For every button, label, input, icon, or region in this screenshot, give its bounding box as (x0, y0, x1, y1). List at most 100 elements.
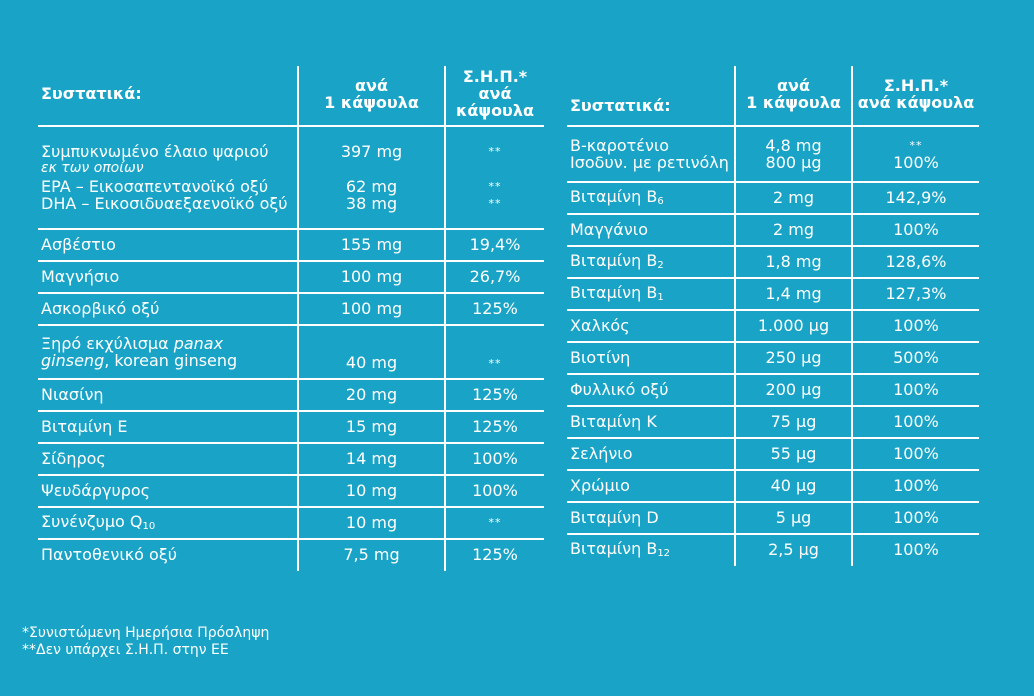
ingredient-amount: 5 μg (734, 501, 852, 534)
ingredient-name: Συνένζυμο Q10 (38, 506, 298, 539)
nutrition-table-right: Συστατικά: ανά 1 κάψουλα Σ.Η.Π.* ανά κάψ… (567, 66, 979, 566)
table-row: Βιταμίνη Β2 1,8 mg 128,6% (567, 245, 979, 278)
header-rda-line2: ανά κάψουλα (456, 84, 534, 120)
ingredient-rda: 100% (851, 309, 979, 342)
ingredient-name: Συμπυκνωμένο έλαιο ψαριού εκ των οποίων … (38, 125, 298, 229)
dha-name: DHA – Εικοσιδυαεξαενοϊκό οξύ (41, 194, 288, 213)
ingredient-rda: 125% (444, 378, 544, 411)
ingredient-rda: 100% (851, 501, 979, 534)
table-row: Ασκορβικό οξύ 100 mg 125% (38, 292, 544, 325)
ingredient-name: Νιασίνη (38, 378, 298, 411)
table-row: Χρώμιο 40 μg 100% (567, 469, 979, 502)
header-per-capsule-line2: 1 κάψουλα (746, 92, 841, 112)
retinol-equiv-name: Ισοδυν. με ρετινόλη (570, 153, 729, 172)
header-ingredients: Συστατικά: (41, 84, 142, 104)
ingredient-name: Σίδηρος (38, 442, 298, 475)
table-row: Μαγγάνιο 2 mg 100% (567, 213, 979, 246)
ingredient-name: Ασκορβικό οξύ (38, 292, 298, 325)
ingredient-name: Ξηρό εκχύλισμα panax ginseng, korean gin… (38, 324, 298, 379)
beta-carotene-rda: ** (909, 138, 923, 152)
table-row: Βιταμίνη Ε 15 mg 125% (38, 410, 544, 443)
table-row: Σελήνιο 55 μg 100% (567, 437, 979, 470)
ingredient-amount: 20 mg (297, 378, 445, 411)
ingredient-name: Παντοθενικό οξύ (38, 538, 298, 571)
ingredient-amount: 1,4 mg (734, 277, 852, 310)
ingredient-name: Βιταμίνη Ε (38, 410, 298, 443)
ingredient-amount: 2 mg (734, 213, 852, 246)
table-row: Βιταμίνη Β12 2,5 μg 100% (567, 533, 979, 566)
header-rda: Σ.Η.Π.* ανά κάψουλα (851, 66, 979, 126)
ingredient-name: Χρώμιο (567, 469, 735, 502)
ingredient-rda: ** (444, 506, 544, 539)
ingredient-name: Βιταμίνη Β2 (567, 245, 735, 278)
header-per-capsule: ανά 1 κάψουλα (734, 66, 852, 126)
ingredient-name: Βιταμίνη Κ (567, 405, 735, 438)
ingredient-rda: 125% (444, 538, 544, 571)
footnote-no-rda: **Δεν υπάρχει Σ.Η.Π. στην ΕΕ (22, 642, 229, 658)
ingredient-amount: 40 mg (297, 324, 445, 379)
ingredient-amount: 55 μg (734, 437, 852, 470)
ingredient-rda: 128,6% (851, 245, 979, 278)
table-row: Φυλλικό οξύ 200 μg 100% (567, 373, 979, 406)
ingredient-rda: 100% (444, 474, 544, 507)
vitamin-b12-subscript: 12 (657, 548, 671, 560)
fish-oil-amount: 397 mg (340, 141, 403, 161)
ingredient-name: Μαγνήσιο (38, 260, 298, 293)
epa-amount: 62 mg (345, 176, 398, 196)
ingredient-rda: 100% (851, 405, 979, 438)
header-per-capsule-line1: ανά (355, 75, 388, 95)
ingredient-amount: 1,8 mg (734, 245, 852, 278)
footnotes: *Συνιστώμενη Ημερήσια Πρόσληψη **Δεν υπά… (22, 625, 269, 659)
header-ingredients: Συστατικά: (570, 96, 671, 116)
table-row: Συνένζυμο Q10 10 mg ** (38, 506, 544, 539)
ginseng-name-a: Ξηρό εκχύλισμα (41, 333, 174, 353)
dha-amount: 38 mg (345, 194, 398, 213)
ingredient-amount: 1.000 μg (734, 309, 852, 342)
ingredient-rda: ** 100% (851, 125, 979, 182)
ingredient-rda: 100% (851, 533, 979, 566)
header-rda-line1: Σ.Η.Π.* (883, 75, 949, 95)
ingredient-amount: 250 μg (734, 341, 852, 374)
table-row: Βιταμίνη Β6 2 mg 142,9% (567, 181, 979, 214)
table-row-ginseng: Ξηρό εκχύλισμα panax ginseng, korean gin… (38, 324, 544, 379)
ingredient-name: Βιταμίνη Β1 (567, 277, 735, 310)
ingredient-rda: 500% (851, 341, 979, 374)
table-row: Νιασίνη 20 mg 125% (38, 378, 544, 411)
ingredient-name: Χαλκός (567, 309, 735, 342)
vitamin-b12-name: Βιταμίνη Β (570, 539, 658, 559)
table-row-fish-oil: Συμπυκνωμένο έλαιο ψαριού εκ των οποίων … (38, 125, 544, 229)
ingredient-rda: 100% (851, 373, 979, 406)
header-rda-line1: Σ.Η.Π.* (462, 67, 528, 87)
nutrition-table-left: Συστατικά: ανά 1 κάψουλα Σ.Η.Π.* ανά κάψ… (38, 66, 544, 571)
table-row: Ασβέστιο 155 mg 19,4% (38, 228, 544, 261)
ingredient-name: Ψευδάργυρος (38, 474, 298, 507)
ingredient-name: Β-καροτένιο Ισοδυν. με ρετινόλη (567, 125, 735, 182)
ingredient-amount: 15 mg (297, 410, 445, 443)
ingredient-rda: 100% (851, 213, 979, 246)
ingredient-name: Μαγγάνιο (567, 213, 735, 246)
fish-oil-sub-label: εκ των οποίων (41, 160, 144, 176)
table-row: Βιοτίνη 250 μg 500% (567, 341, 979, 374)
header-per-capsule-line1: ανά (777, 75, 810, 95)
ingredient-rda: 100% (444, 442, 544, 475)
ingredient-amount: 100 mg (297, 292, 445, 325)
fish-oil-rda: ** (488, 144, 502, 158)
ingredient-amount: 40 μg (734, 469, 852, 502)
ingredient-rda: 142,9% (851, 181, 979, 214)
ingredient-rda: 125% (444, 410, 544, 443)
ginseng-name-b: panax (173, 333, 224, 353)
table-row: Βιταμίνη Β1 1,4 mg 127,3% (567, 277, 979, 310)
ingredient-amount: 10 mg (297, 506, 445, 539)
ingredient-amount: 14 mg (297, 442, 445, 475)
vitamin-b2-subscript: 2 (657, 259, 664, 271)
dha-rda: ** (488, 197, 502, 210)
header-rda-line2: ανά κάψουλα (857, 92, 975, 112)
ingredient-amount: 200 μg (734, 373, 852, 406)
ingredient-rda: 19,4% (444, 228, 544, 261)
ingredient-amount: 2 mg (734, 181, 852, 214)
retinol-equiv-amount: 800 μg (765, 153, 822, 172)
table-row: Χαλκός 1.000 μg 100% (567, 309, 979, 342)
coq10-name: Συνένζυμο Q (41, 511, 143, 531)
ingredient-amount: 155 mg (297, 228, 445, 261)
table-row: Σίδηρος 14 mg 100% (38, 442, 544, 475)
